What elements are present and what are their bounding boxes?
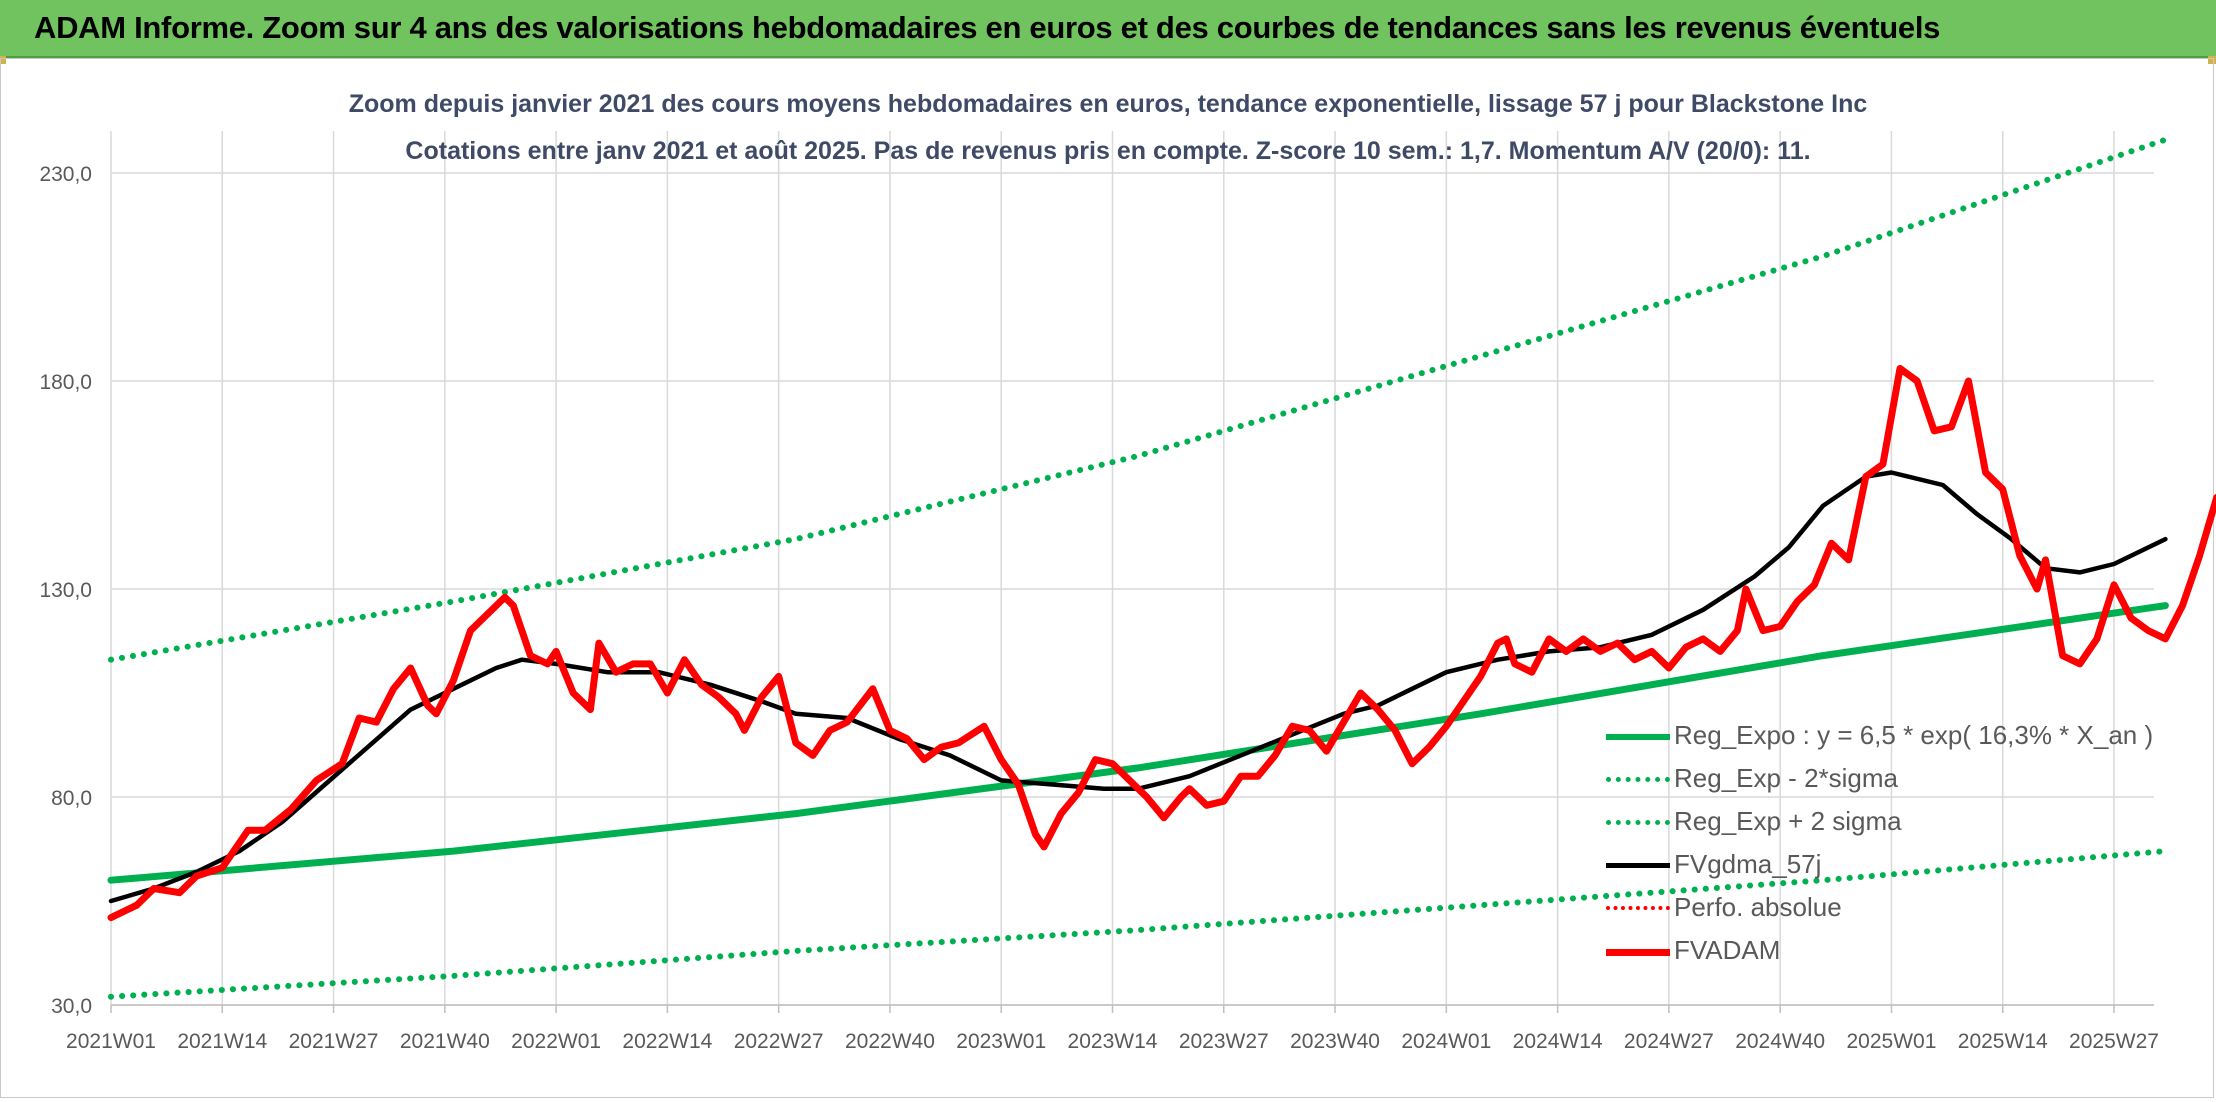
x-tick-label: 2025W14 <box>1958 1030 2048 1053</box>
legend-label-reg-exp-plus: Reg_Exp + 2 sigma <box>1674 806 1902 836</box>
x-axis: 2021W01 2021W14 2021W27 2021W40 2022W01 2022W… <box>66 1004 2159 1053</box>
x-tick-label: 2022W27 <box>734 1030 824 1053</box>
x-tick-label: 2024W14 <box>1513 1030 1603 1053</box>
series-line-reg-expo-y-6-5-exp-16-3-x-an <box>107 602 2169 884</box>
x-tick-label: 2021W14 <box>177 1030 267 1053</box>
legend-swatch-reg-exp-minus <box>1606 777 1670 782</box>
x-tick-label: 2024W40 <box>1735 1030 1825 1053</box>
x-tick-label: 2021W01 <box>66 1030 156 1053</box>
x-tick-label: 2023W40 <box>1290 1030 1380 1053</box>
banner-corner-right <box>2208 56 2216 64</box>
legend-item-perfo-absolue: Perfo. absolue <box>1600 892 2120 922</box>
legend-label-fvgdma: FVgdma_57j <box>1674 849 1822 879</box>
x-tick-label: 2021W27 <box>289 1030 379 1053</box>
legend-swatch-fvadam <box>1606 949 1670 956</box>
x-tick-label: 2023W27 <box>1179 1030 1269 1053</box>
x-tick-label: 2024W01 <box>1401 1030 1491 1053</box>
y-tick-label: 180,0 <box>39 371 92 394</box>
legend-swatch-reg-exp-plus <box>1606 820 1670 825</box>
x-tick-label: 2022W14 <box>622 1030 712 1053</box>
x-tick-label: 2021W40 <box>400 1030 490 1053</box>
banner-title: ADAM Informe. Zoom sur 4 ans des valoris… <box>34 10 1941 45</box>
y-tick-label: 130,0 <box>39 579 92 602</box>
legend-label-fvadam: FVADAM <box>1674 935 1781 965</box>
y-tick-label: 80,0 <box>51 787 92 810</box>
legend-swatch-fvgdma <box>1606 863 1670 868</box>
x-tick-label: 2023W01 <box>956 1030 1046 1053</box>
legend-item-fvadam: FVADAM <box>1600 935 2120 965</box>
legend-label-perfo-absolue: Perfo. absolue <box>1674 892 1842 922</box>
x-tick-label: 2024W27 <box>1624 1030 1714 1053</box>
y-tick-label: 230,0 <box>39 163 92 186</box>
chart-title-line2: Cotations entre janv 2021 et août 2025. … <box>405 137 1811 165</box>
legend-item-reg-exp-plus: Reg_Exp + 2 sigma <box>1600 806 2120 836</box>
series-line-reg-exp-2-sigma <box>108 848 2169 1000</box>
x-tick-label: 2023W14 <box>1068 1030 1158 1053</box>
chart-frame <box>0 58 2214 1098</box>
legend-label-reg-expo: Reg_Expo : y = 6,5 * exp( 16,3% * X_an ) <box>1674 720 2154 750</box>
series-layer <box>107 136 2216 1000</box>
x-tick-label: 2025W01 <box>1846 1030 1936 1053</box>
legend-item-fvgdma: FVgdma_57j <box>1600 849 2120 879</box>
x-tick-label: 2022W40 <box>845 1030 935 1053</box>
x-tick-label: 2022W01 <box>511 1030 601 1053</box>
series-line-reg-exp-2-sigma <box>108 136 2169 663</box>
banner-corner-left <box>0 56 6 64</box>
y-axis: 30,0 80,0 130,0 180,0 230,0 <box>39 163 92 1018</box>
legend-swatch-reg-expo <box>1606 734 1670 740</box>
legend-swatch-perfo-absolue <box>1606 906 1670 910</box>
legend-item-reg-expo: Reg_Expo : y = 6,5 * exp( 16,3% * X_an ) <box>1600 720 2153 750</box>
header-banner: ADAM Informe. Zoom sur 4 ans des valoris… <box>0 0 2216 58</box>
legend-item-reg-exp-minus: Reg_Exp - 2*sigma <box>1600 763 2120 793</box>
legend-label-reg-exp-minus: Reg_Exp - 2*sigma <box>1674 763 1898 793</box>
series-line-fvadam <box>107 365 2216 922</box>
chart-title-line1: Zoom depuis janvier 2021 des cours moyen… <box>348 90 1868 118</box>
x-tick-label: 2025W27 <box>2069 1030 2159 1053</box>
y-tick-label: 30,0 <box>51 995 92 1018</box>
